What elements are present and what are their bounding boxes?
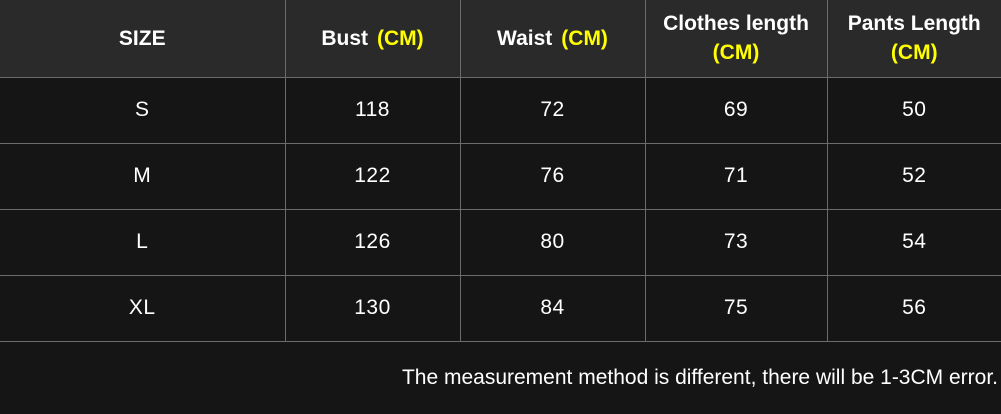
column-header-clothes-length: Clothes length (CM) xyxy=(645,0,828,78)
column-label: SIZE xyxy=(118,26,166,50)
unit-label: (CM) xyxy=(890,41,938,65)
table-row-xl: XL 130 84 75 56 xyxy=(0,275,1001,342)
table-row-s: S 118 72 69 50 xyxy=(0,77,1001,144)
size-label: XL xyxy=(0,275,286,342)
size-label: M xyxy=(0,143,286,210)
column-header-waist: Waist (CM) xyxy=(460,0,646,78)
waist-value: 72 xyxy=(460,77,646,144)
bust-value: 118 xyxy=(285,77,461,144)
bust-value: 122 xyxy=(285,143,461,210)
clothes-length-value: 69 xyxy=(645,77,828,144)
pants-length-value: 50 xyxy=(827,77,1001,144)
size-chart-table: SIZE Bust (CM) Waist (CM) Clothes length (… xyxy=(0,0,1001,342)
column-header-size: SIZE xyxy=(0,0,286,78)
bust-value: 126 xyxy=(285,209,461,276)
column-label: Bust xyxy=(321,26,368,50)
waist-value: 80 xyxy=(460,209,646,276)
clothes-length-value: 71 xyxy=(645,143,828,210)
measurement-note: The measurement method is different, the… xyxy=(401,366,998,389)
unit-label: (CM) xyxy=(561,26,608,50)
size-chart-body: S 118 72 69 50 M 122 76 71 52 L 126 80 7… xyxy=(0,77,1001,342)
table-row-m: M 122 76 71 52 xyxy=(0,143,1001,210)
pants-length-value: 56 xyxy=(827,275,1001,342)
column-header-pants-length: Pants Length (CM) xyxy=(827,0,1001,78)
column-label: Waist xyxy=(497,26,553,50)
clothes-length-value: 75 xyxy=(645,275,828,342)
footer-note-bar: The measurement method is different, the… xyxy=(0,341,1001,414)
pants-length-value: 54 xyxy=(827,209,1001,276)
pants-length-value: 52 xyxy=(827,143,1001,210)
clothes-length-value: 73 xyxy=(645,209,828,276)
size-label: S xyxy=(0,77,286,144)
waist-value: 84 xyxy=(460,275,646,342)
header-row: SIZE Bust (CM) Waist (CM) Clothes length (… xyxy=(0,0,1001,78)
table-row-l: L 126 80 73 54 xyxy=(0,209,1001,276)
size-label: L xyxy=(0,209,286,276)
unit-label: (CM) xyxy=(712,41,760,65)
size-chart-header: SIZE Bust (CM) Waist (CM) Clothes length (… xyxy=(0,0,1001,78)
waist-value: 76 xyxy=(460,143,646,210)
column-label: Clothes length xyxy=(663,12,809,36)
bust-value: 130 xyxy=(285,275,461,342)
unit-label: (CM) xyxy=(377,26,424,50)
column-header-bust: Bust (CM) xyxy=(285,0,461,78)
column-label: Pants Length xyxy=(847,12,981,36)
